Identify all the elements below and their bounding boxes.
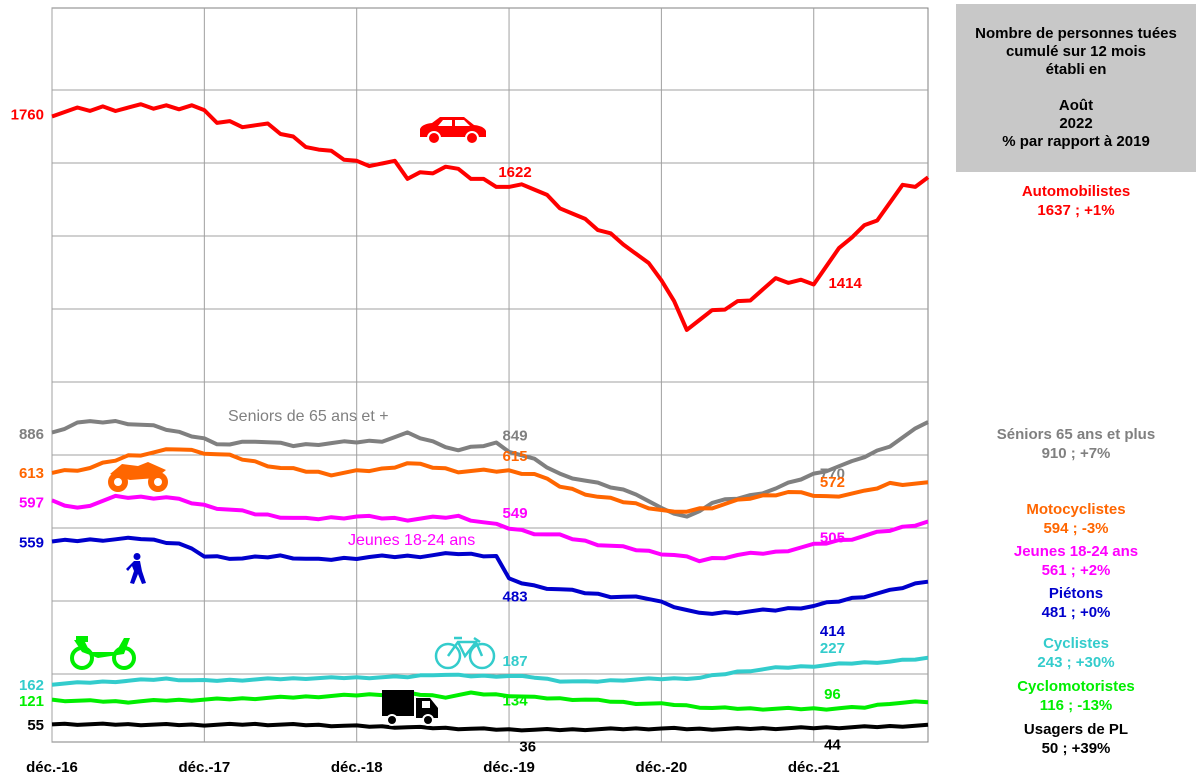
title-line: 2022	[1059, 115, 1093, 132]
legend-name: Jeunes 18-24 ans	[1013, 543, 1139, 560]
data-label: 770	[820, 466, 845, 483]
legend-name: Piétons	[1048, 585, 1104, 602]
series-line	[51, 102, 930, 332]
data-label: 414	[820, 623, 846, 640]
data-label: 613	[19, 465, 44, 482]
legend-motocyclistes: Motocyclistes 594 ; -3%	[956, 500, 1196, 538]
data-label: 121	[19, 693, 44, 710]
legend-value: 561 ; +2%	[1041, 562, 1111, 579]
x-tick-label: déc.-20	[636, 759, 688, 776]
data-label: 615	[503, 448, 528, 465]
legend-value: 481 ; +0%	[1041, 604, 1111, 621]
series-line	[51, 655, 929, 687]
legend-cyclistes: Cyclistes 243 ; +30%	[956, 634, 1196, 672]
title-line: cumulé sur 12 mois	[1005, 43, 1147, 60]
series-line	[51, 447, 929, 514]
line-chart: 1760 1622 1414 886 849 770 613 615 572 597 549 505 5…	[11, 7, 930, 776]
series-line	[51, 535, 929, 616]
series-line	[51, 493, 929, 564]
title-line: Nombre de personnes tuées	[975, 25, 1177, 42]
bicycle-icon	[434, 636, 496, 670]
data-label: 1414	[828, 275, 862, 292]
series-line	[51, 419, 929, 519]
data-label: 505	[820, 529, 845, 546]
data-label: 187	[503, 653, 528, 670]
data-label: 886	[19, 426, 44, 443]
legend-value: 116 ; -13%	[1039, 697, 1113, 714]
legend-name: Cyclomotoristes	[1017, 678, 1135, 695]
legend-pietons: Piétons 481 ; +0%	[956, 584, 1196, 622]
legend-name: Cyclistes	[1043, 635, 1109, 652]
data-label: 849	[503, 428, 528, 445]
data-label: 1622	[498, 164, 531, 181]
annotation-jeunes: Jeunes 18-24 ans	[348, 532, 475, 549]
title-line: établi en	[1045, 61, 1107, 78]
data-label: 572	[820, 474, 845, 491]
data-label: 559	[19, 535, 44, 552]
x-tick-label: déc.-17	[178, 759, 230, 776]
legend-seniors: Séniors 65 ans et plus 910 ; +7%	[956, 425, 1196, 463]
data-label: 36	[519, 739, 536, 756]
legend-name: Usagers de PL	[1023, 721, 1129, 738]
legend-value: 594 ; -3%	[1043, 520, 1109, 537]
data-label: 483	[503, 589, 528, 606]
data-label: 44	[824, 736, 841, 753]
series-line	[51, 690, 929, 712]
data-label: 597	[19, 495, 44, 512]
chart-title-box: Nombre de personnes tuées cumulé sur 12 …	[956, 4, 1196, 172]
x-tick-label: déc.-19	[483, 759, 535, 776]
legend-name: Automobilistes	[1021, 183, 1131, 200]
moped-icon	[70, 636, 136, 670]
series-line	[51, 721, 929, 733]
car-icon	[420, 117, 486, 145]
legend-name: Motocyclistes	[1026, 501, 1126, 518]
data-label: 96	[824, 686, 841, 703]
legend-name: Séniors 65 ans et plus	[996, 426, 1156, 443]
legend-cyclomotoristes: Cyclomotoristes 116 ; -13%	[956, 677, 1196, 715]
legend-usagers-pl: Usagers de PL 50 ; +39%	[956, 720, 1196, 758]
plot-area	[51, 7, 929, 743]
data-label: 134	[503, 692, 529, 709]
legend-value: 910 ; +7%	[1041, 445, 1111, 462]
x-tick-label: déc.-16	[26, 759, 78, 776]
chart-series-lines	[51, 102, 930, 733]
title-line: Août	[1058, 97, 1094, 114]
data-label: 1760	[11, 106, 44, 123]
x-tick-label: déc.-18	[331, 759, 383, 776]
legend-jeunes: Jeunes 18-24 ans 561 ; +2%	[956, 542, 1196, 580]
legend-value: 50 ; +39%	[1041, 740, 1111, 757]
title-line	[956, 79, 1196, 97]
annotation-seniors: Seniors de 65 ans et +	[228, 408, 389, 425]
legend-value: 243 ; +30%	[1037, 654, 1115, 671]
x-axis-ticks: déc.-16 déc.-17 déc.-18 déc.-19 déc.-20 déc.-…	[26, 759, 839, 776]
chart-data-labels: 1760 1622 1414 886 849 770 613 615 572 597 549 505 5…	[11, 106, 863, 755]
data-label: 55	[27, 717, 44, 734]
motorcycle-icon	[108, 462, 168, 492]
truck-icon	[382, 690, 438, 726]
data-label: 227	[820, 640, 845, 657]
pedestrian-icon	[126, 553, 146, 584]
data-label: 162	[19, 677, 44, 694]
x-tick-label: déc.-21	[788, 759, 840, 776]
data-label: 549	[503, 505, 528, 522]
legend-automobilistes: Automobilistes 1637 ; +1%	[956, 182, 1196, 220]
title-line: % par rapport à 2019	[1002, 133, 1150, 150]
legend-value: 1637 ; +1%	[1037, 202, 1115, 219]
chart-grid	[51, 7, 929, 743]
